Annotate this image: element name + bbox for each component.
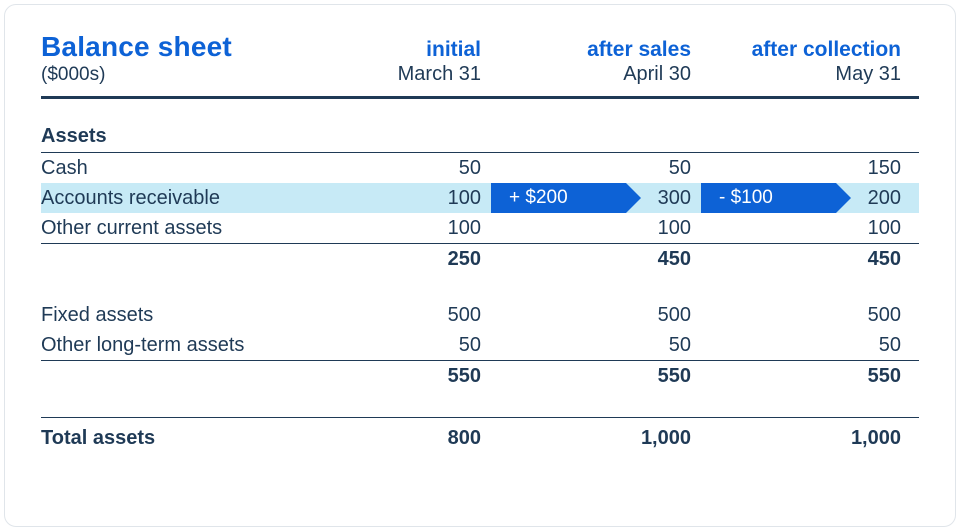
row-label: Other long-term assets	[41, 330, 301, 360]
cell: 500	[511, 300, 691, 330]
row-other-longterm: Other long-term assets 50 50 50	[41, 330, 919, 360]
row-cash: Cash 50 50 150	[41, 153, 919, 183]
cell: 150	[721, 153, 901, 183]
period-1-label: after sales	[587, 38, 691, 61]
cell: 500	[721, 300, 901, 330]
row-current-subtotal: 250 450 450	[41, 244, 919, 274]
cell: 100	[301, 183, 481, 213]
row-fixed-assets: Fixed assets 500 500 500	[41, 300, 919, 330]
period-2-date: May 31	[835, 63, 901, 85]
cell: 500	[301, 300, 481, 330]
cell: 550	[721, 361, 901, 391]
balance-sheet-card: Balance sheet initial after sales after …	[4, 4, 956, 527]
cell: 450	[721, 244, 901, 274]
header-row-periods: Balance sheet initial after sales after …	[41, 31, 919, 63]
row-label: Other current assets	[41, 213, 301, 243]
total-label: Total assets	[41, 418, 301, 458]
cell: 800	[301, 418, 481, 458]
period-1-date: April 30	[623, 63, 691, 85]
assets-heading: Assets	[41, 125, 919, 148]
period-0-date: March 31	[398, 63, 481, 85]
row-label: Fixed assets	[41, 300, 301, 330]
cell: 550	[301, 361, 481, 391]
period-0-label: initial	[426, 38, 481, 61]
header-row-dates: ($000s) March 31 April 30 May 31	[41, 63, 919, 86]
cell: 50	[511, 330, 691, 360]
cell: 100	[511, 213, 691, 243]
cell: 100	[721, 213, 901, 243]
header-rule	[41, 96, 919, 99]
period-2-label: after collection	[752, 38, 901, 61]
cell: 50	[721, 330, 901, 360]
sheet-subtitle: ($000s)	[41, 64, 105, 85]
sheet-title: Balance sheet	[41, 31, 232, 62]
row-accounts-receivable: + $200 - $100 Accounts receivable 100 30…	[41, 183, 919, 213]
row-longterm-subtotal: 550 550 550	[41, 361, 919, 391]
cell: 200	[721, 183, 901, 213]
row-total-assets: Total assets 800 1,000 1,000	[41, 418, 919, 458]
row-label: Cash	[41, 153, 301, 183]
cell: 50	[301, 330, 481, 360]
cell: 550	[511, 361, 691, 391]
cell: 50	[511, 153, 691, 183]
cell: 1,000	[511, 418, 691, 458]
cell: 300	[511, 183, 691, 213]
cell: 100	[301, 213, 481, 243]
row-label: Accounts receivable	[41, 183, 301, 213]
cell: 250	[301, 244, 481, 274]
row-other-current: Other current assets 100 100 100	[41, 213, 919, 243]
cell: 50	[301, 153, 481, 183]
cell: 1,000	[721, 418, 901, 458]
cell: 450	[511, 244, 691, 274]
